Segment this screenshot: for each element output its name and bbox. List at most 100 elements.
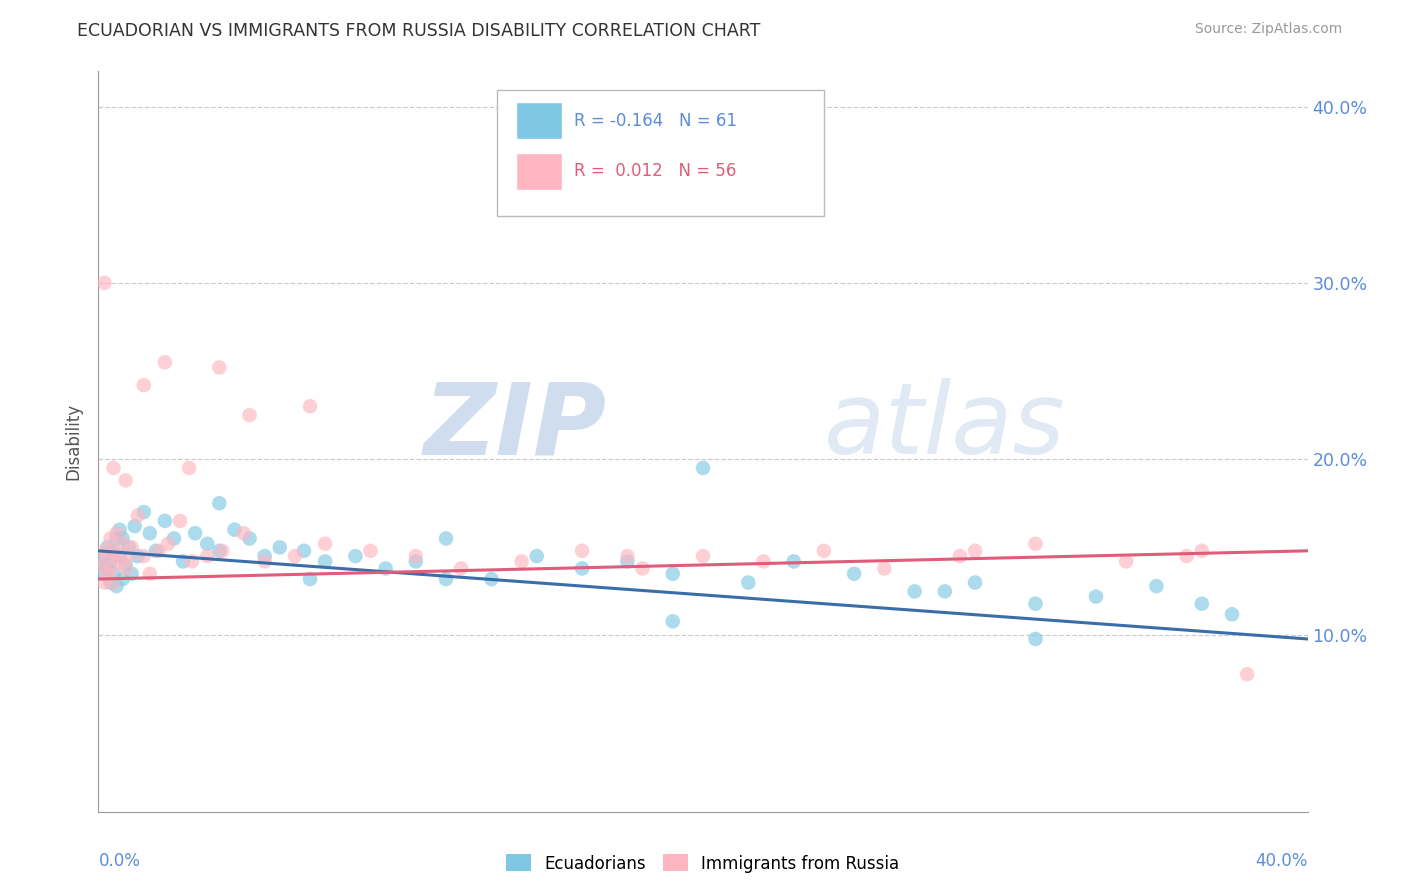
Point [661,615,683,629]
Point [360,544,382,558]
Point [844,566,866,581]
Point [105,532,128,546]
Point [103,544,125,558]
Point [661,566,683,581]
Point [1024,597,1046,611]
Point [631,561,654,575]
Point [571,544,593,558]
Point [93,549,115,563]
Point [692,461,714,475]
Point [153,355,176,369]
Point [253,549,276,563]
Point [90,558,112,572]
Text: Source: ZipAtlas.com: Source: ZipAtlas.com [1195,22,1343,37]
Point [1024,632,1046,646]
Point [93,566,115,581]
Point [434,532,457,546]
Point [103,575,125,590]
Point [616,549,638,563]
Legend: Ecuadorians, Immigrants from Russia: Ecuadorians, Immigrants from Russia [499,847,907,880]
Point [965,544,987,558]
Point [139,566,162,581]
Point [284,549,307,563]
Text: 40.0%: 40.0% [1256,853,1308,871]
Point [314,554,336,568]
Point [108,549,131,563]
Point [111,532,134,546]
Point [269,541,291,555]
Point [450,561,472,575]
Point [208,360,231,375]
Point [299,399,322,413]
Point [93,544,115,558]
Point [965,575,987,590]
Point [1220,607,1243,622]
Point [195,537,218,551]
Point [103,566,125,581]
Point [299,572,322,586]
Point [153,514,176,528]
Point [103,461,125,475]
Point [105,579,128,593]
Point [253,554,276,568]
Point [108,554,131,568]
Point [121,541,143,555]
Point [169,514,191,528]
Point [114,473,136,487]
Point [481,572,503,586]
Point [211,544,233,558]
Point [118,541,141,555]
Point [156,537,179,551]
Point [111,537,134,551]
Point [100,554,122,568]
Point [752,554,775,568]
Text: ZIP: ZIP [423,378,606,475]
Point [208,544,231,558]
FancyBboxPatch shape [498,90,824,216]
Point [405,549,427,563]
Point [737,575,759,590]
Y-axis label: Disability: Disability [65,403,83,480]
Text: ECUADORIAN VS IMMIGRANTS FROM RUSSIA DISABILITY CORRELATION CHART: ECUADORIAN VS IMMIGRANTS FROM RUSSIA DIS… [77,22,761,40]
Point [1024,537,1046,551]
Point [571,561,593,575]
Point [90,558,112,572]
Point [96,566,118,581]
Point [163,532,186,546]
Point [181,554,204,568]
Point [232,526,254,541]
Point [124,519,146,533]
Point [224,523,246,537]
Point [96,541,118,555]
Point [949,549,972,563]
FancyBboxPatch shape [516,103,561,139]
Point [783,554,806,568]
Point [105,549,128,563]
Point [1144,579,1167,593]
Point [111,572,134,586]
Point [314,537,336,551]
Point [179,461,201,475]
Point [100,532,122,546]
Point [526,549,548,563]
Point [344,549,367,563]
Point [103,544,125,558]
Point [132,505,155,519]
Point [195,549,218,563]
Point [208,496,231,510]
Point [510,554,533,568]
Point [148,544,170,558]
Point [934,584,956,599]
Point [239,408,262,422]
Point [172,554,194,568]
Point [292,544,315,558]
Point [96,561,118,575]
Point [873,561,896,575]
Point [1175,549,1198,563]
Point [100,575,122,590]
Point [184,526,207,541]
Text: R =  0.012   N = 56: R = 0.012 N = 56 [574,162,735,180]
Point [93,575,115,590]
Point [434,572,457,586]
Point [374,561,396,575]
